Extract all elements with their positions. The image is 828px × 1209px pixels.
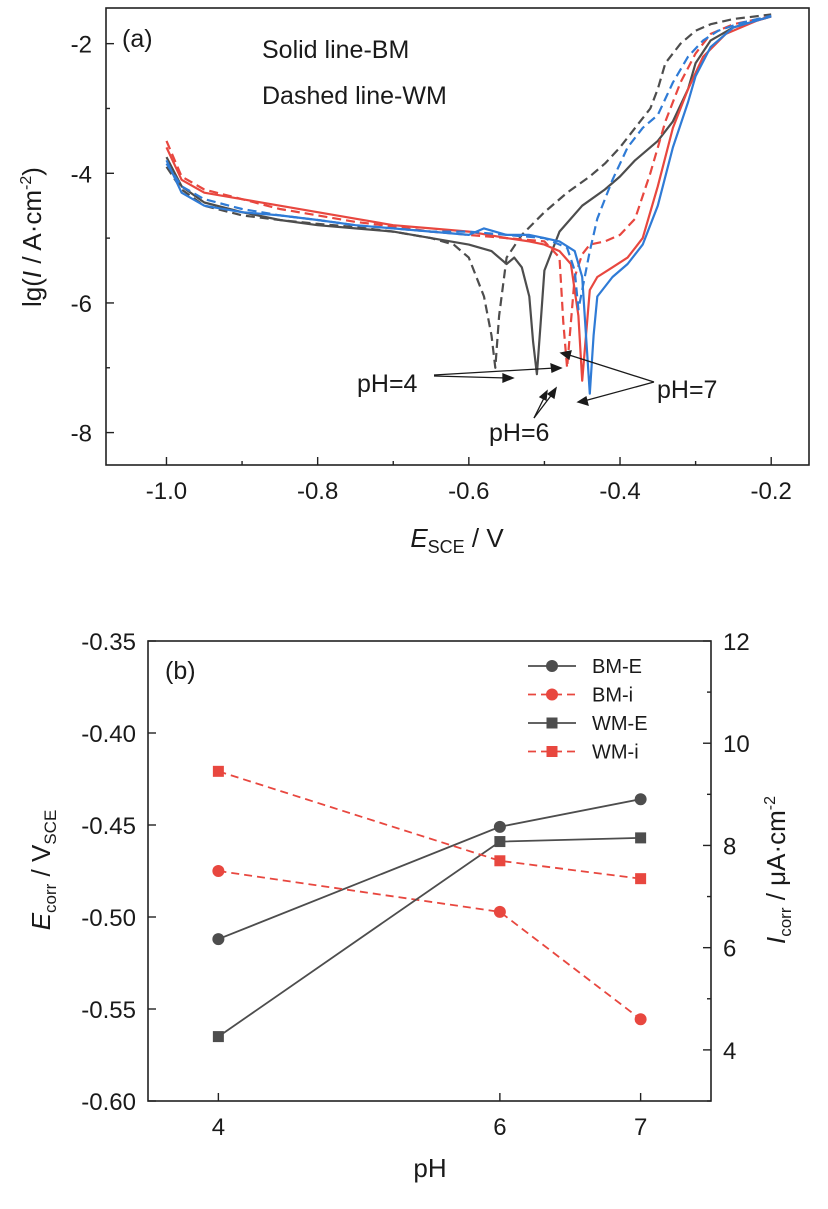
chart-a-x-tick-label: -0.6 (448, 478, 489, 505)
annotation-arrows (433, 350, 655, 419)
chart-b-left-tick-label: -0.35 (81, 629, 136, 656)
chart-b-right-tick-label: 4 (723, 1038, 736, 1065)
y-label-part0: lg( (17, 278, 47, 307)
point-bm-e (493, 820, 506, 833)
x-label-sub: SCE (428, 537, 465, 557)
annotation-ph4: pH=4 (357, 370, 418, 398)
point-wm-e (212, 1031, 224, 1043)
point-wm-i (635, 873, 647, 885)
y-label-part2: / A·cm (17, 190, 47, 271)
chart-b-left-tick-label: -0.50 (81, 905, 136, 932)
chart-b-legend: BM-E BM-i WM-E WM-i (528, 656, 648, 764)
point-wm-i (212, 765, 224, 777)
series-line-bm-e (218, 798, 641, 940)
chart-b-frame (147, 640, 712, 1102)
chart-b-left-tick-label: -0.45 (81, 813, 136, 840)
y-label-part1: I (17, 271, 47, 278)
chart-a-x-tick-label: -0.2 (751, 478, 792, 505)
legend-label-wm-e: WM-E (592, 713, 648, 735)
chart-a-note-solid: Solid line-BM (262, 36, 409, 64)
point-bm-i (212, 865, 225, 877)
chart-b-right-tick-label: 10 (723, 731, 750, 758)
chart-b-right-tick-label: 8 (723, 833, 736, 860)
legend-label-wm-i: WM-i (592, 742, 639, 764)
chart-b-x-tick-label: 7 (634, 1114, 647, 1141)
legend-marker-wm-e (546, 717, 558, 729)
legend-marker-bm-i (546, 688, 558, 701)
legend-marker-bm-e (546, 660, 558, 672)
chart-a-x-tick-label: -0.4 (599, 478, 640, 505)
chart-a-note-dashed: Dashed line-WM (262, 82, 447, 110)
series-bm-ph6 (165, 15, 772, 382)
chart-b-left-tick-label: -0.55 (81, 997, 136, 1024)
chart-a-ticks: -1.0 -0.8 -0.6 -0.4 -0.2 -8 -6 -4 -2 (71, 32, 792, 505)
y-label-part3: -2 (18, 176, 35, 190)
chart-a-y-tick-label: -4 (71, 161, 92, 188)
right-label-main: I (761, 937, 791, 944)
chart-b-ticks: 4 6 7 -0.60 -0.55 -0.50 -0.45 -0.40 -0.35 4 6 8 10 12 (81, 629, 749, 1141)
series-line-bm-i (218, 870, 642, 1020)
x-label-main: E (410, 523, 428, 553)
y-label-part4: ) (17, 167, 47, 176)
left-label-sub1: corr (41, 883, 60, 913)
chart-b-left-tick-label: -0.40 (81, 721, 136, 748)
chart-b-x-tick-label: 6 (493, 1114, 506, 1141)
series-wm-ph6 (165, 15, 772, 369)
chart-b-x-tick-label: 4 (212, 1114, 225, 1141)
point-bm-i (634, 1013, 647, 1026)
point-wm-i (494, 855, 506, 867)
right-label-sup: -2 (762, 796, 779, 810)
right-label-sub: corr (776, 907, 795, 937)
series-bm-ph7 (165, 15, 772, 395)
chart-b-right-axis-label: Icorr / μA·cm-2 (761, 796, 795, 944)
chart-b-panel-label: (b) (165, 657, 196, 685)
left-label-sub2: SCE (41, 810, 60, 845)
chart-a-y-tick-label: -6 (71, 291, 92, 318)
left-label-mid: / V (26, 844, 56, 884)
left-label-main: E (26, 912, 56, 930)
legend-label-bm-i: BM-i (592, 685, 633, 707)
series-line-wm-e (217, 837, 641, 1038)
series-bm-ph4 (165, 15, 772, 376)
annotation-ph7: pH=7 (657, 376, 717, 404)
point-wm-e (494, 836, 506, 848)
right-label-unit: / μA·cm (761, 810, 791, 907)
chart-b-left-axis-label: Ecorr / VSCE (26, 810, 60, 931)
x-label-unit: / V (465, 523, 505, 553)
point-bm-e (212, 933, 225, 946)
chart-b-lines (212, 765, 647, 1043)
chart-b-x-axis-label: pH (413, 1153, 446, 1183)
annotation-ph6: pH=6 (489, 419, 549, 447)
legend-marker-wm-i (546, 746, 558, 757)
chart-b-right-tick-label: 6 (723, 936, 736, 963)
point-bm-e (634, 793, 647, 806)
chart-a-panel-label: (a) (122, 25, 153, 53)
chart-a-x-axis-label: ESCE / V (410, 523, 504, 557)
series-line-wm-i (218, 770, 641, 880)
chart-a-lines (165, 13, 772, 395)
chart-a-x-tick-label: -1.0 (146, 478, 187, 505)
chart-b-right-tick-label: 12 (723, 629, 750, 656)
legend-label-bm-e: BM-E (592, 656, 642, 678)
point-wm-e (635, 832, 647, 844)
chart-a-y-tick-label: -2 (71, 32, 92, 59)
chart-a-x-tick-label: -0.8 (297, 478, 338, 505)
chart-a-y-tick-label: -8 (71, 421, 92, 448)
series-wm-ph7 (165, 14, 772, 311)
chart-a-y-axis-label: lg(I / A·cm-2) (17, 167, 47, 307)
point-bm-i (493, 905, 506, 918)
series-wm-ph4 (165, 13, 772, 369)
chart-a: -1.0 -0.8 -0.6 -0.4 -0.2 -8 -6 -4 -2 (a) Solid l… (17, 7, 810, 557)
chart-a-frame (105, 7, 810, 466)
chart-b-left-tick-label: -0.60 (81, 1089, 136, 1116)
chart-b: 4 6 7 -0.60 -0.55 -0.50 -0.45 -0.40 -0.35 4 6 8 10 12… (26, 629, 795, 1183)
